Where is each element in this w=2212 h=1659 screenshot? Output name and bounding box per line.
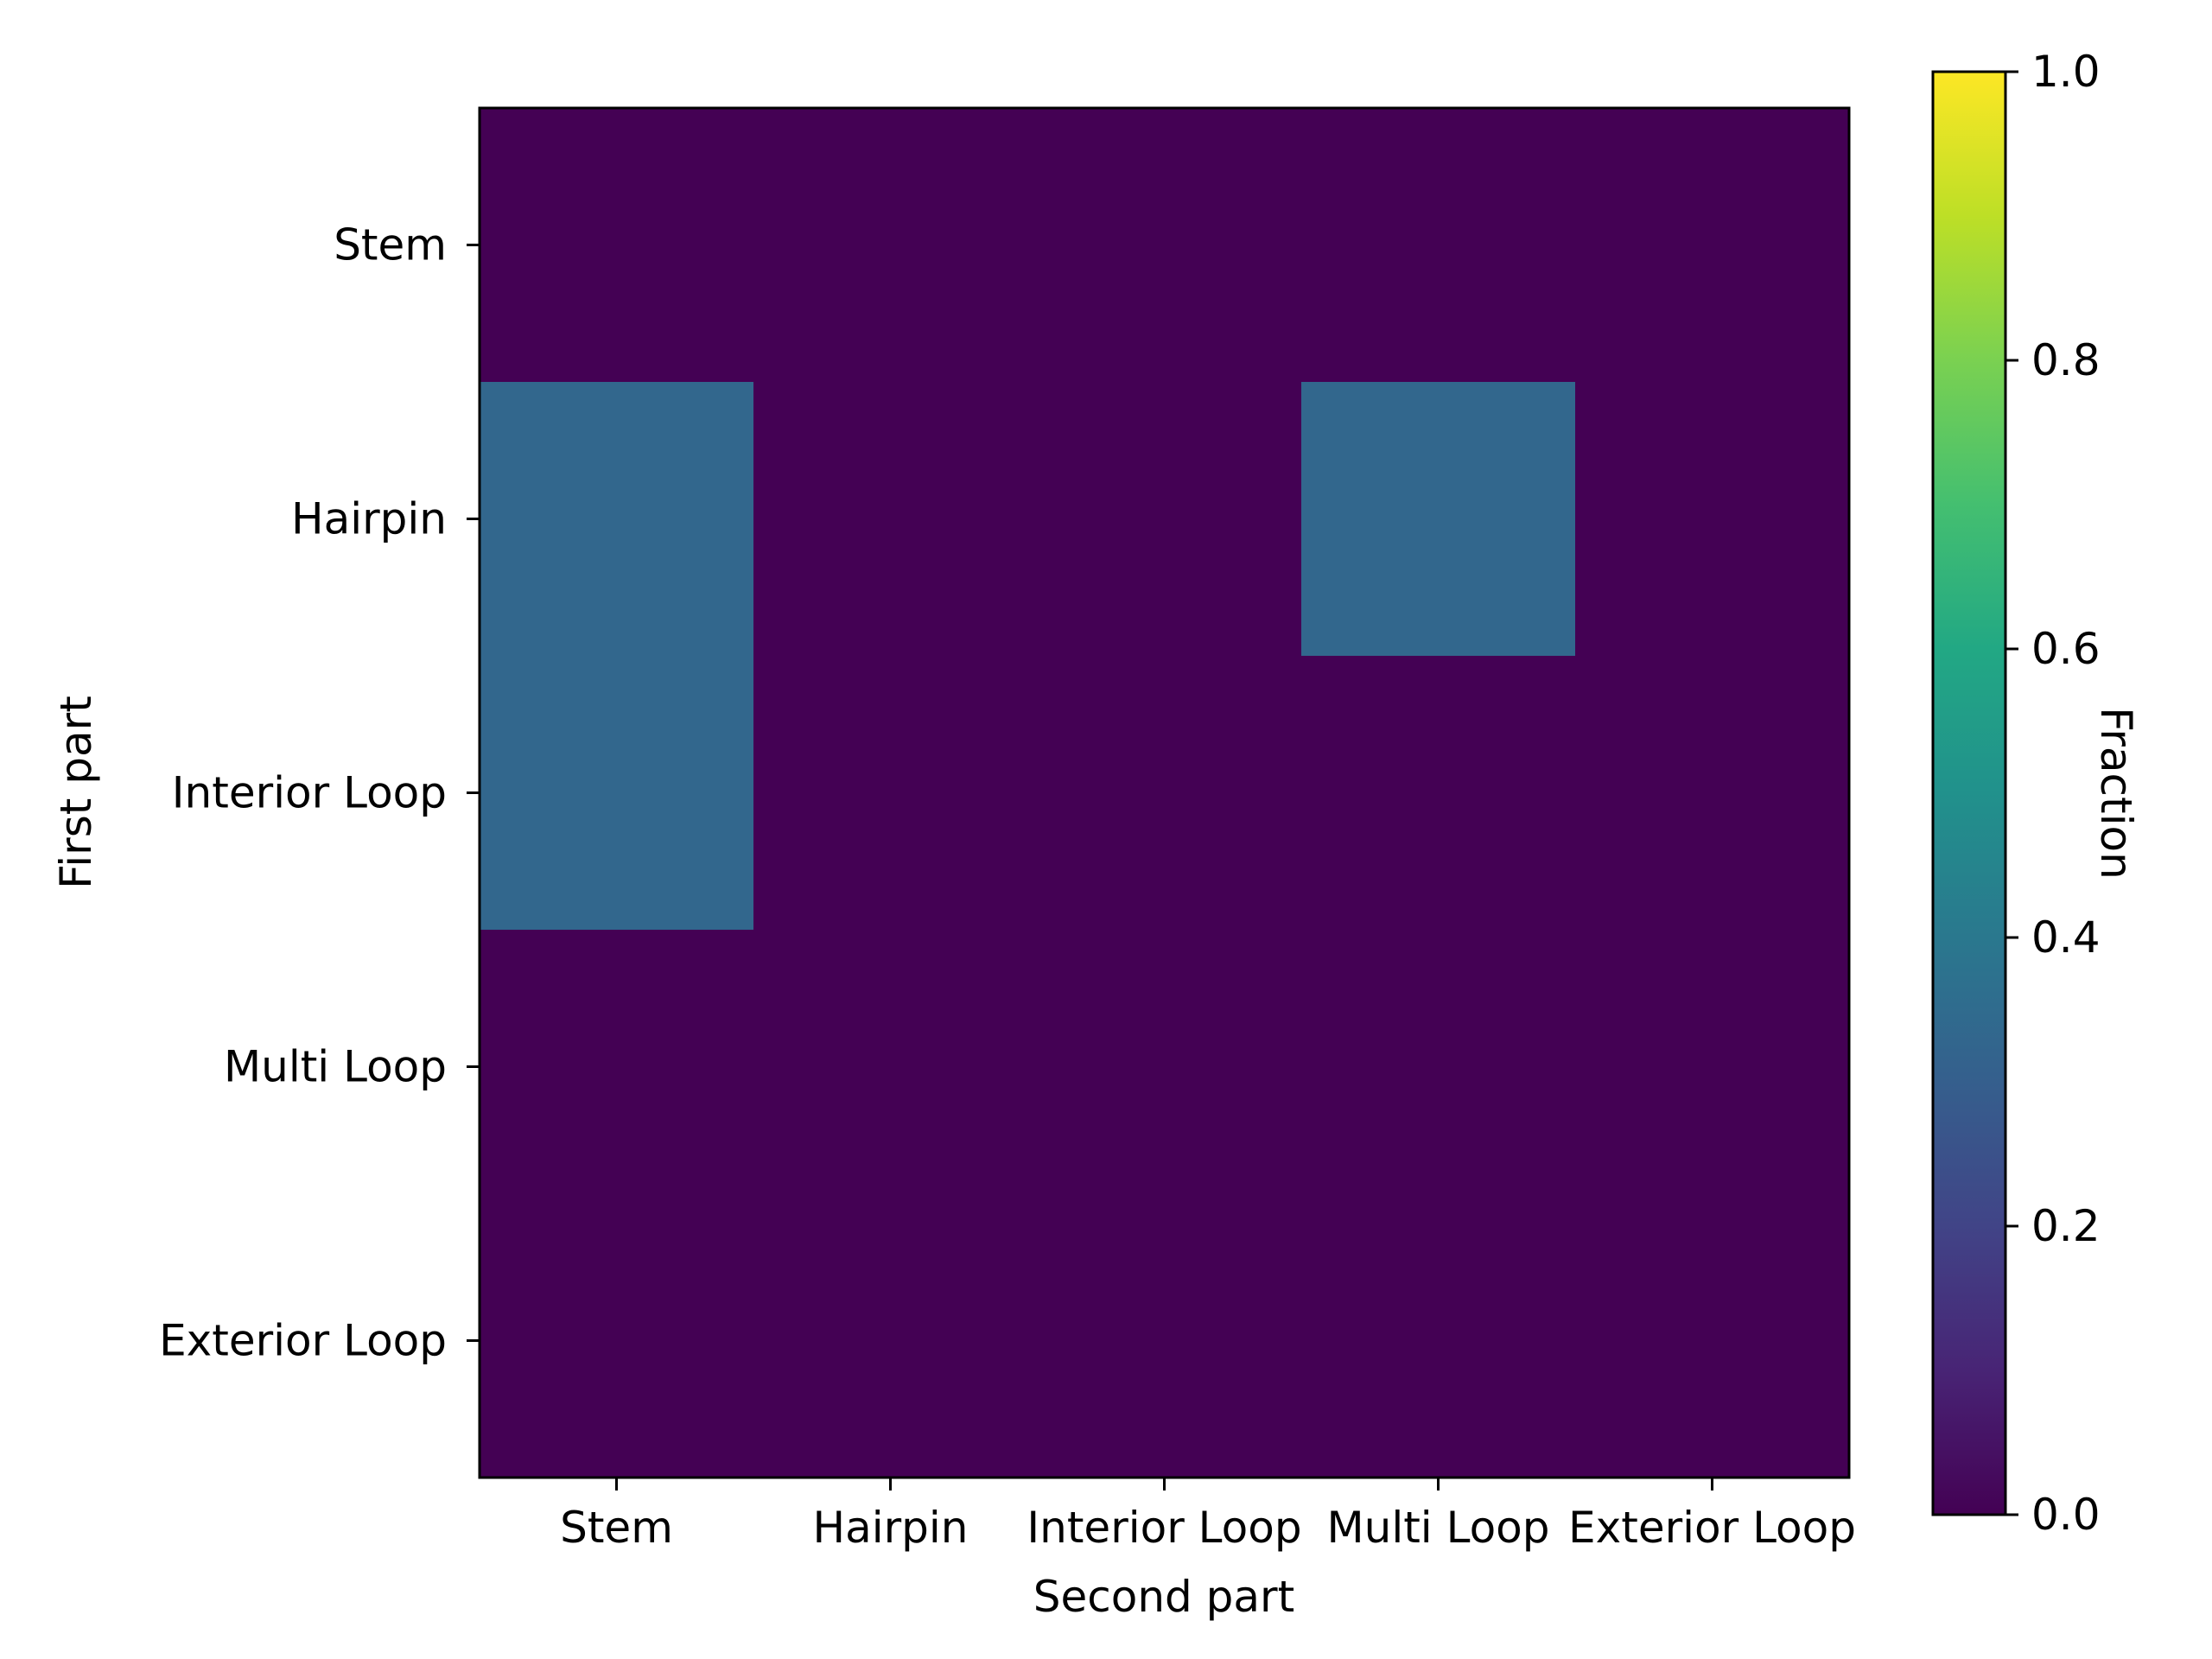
colorbar-title: Fraction	[2091, 707, 2141, 880]
heatmap-cell	[753, 930, 1028, 1205]
heatmap-cell	[1575, 656, 1850, 931]
colorbar-tick-label: 0.8	[2031, 335, 2101, 385]
heatmap-cell	[753, 108, 1028, 383]
heatmap-cell	[1301, 656, 1576, 931]
heatmap-cell	[1027, 108, 1302, 383]
x-tick-label: Stem	[560, 1503, 673, 1553]
heatmap-cell	[1575, 382, 1850, 657]
heatmap-cell	[753, 1204, 1028, 1478]
y-tick-label: Interior Loop	[172, 768, 447, 818]
heatmap-cell	[1027, 656, 1302, 931]
heatmap-cell	[1575, 1204, 1850, 1478]
colorbar-tick-label: 0.4	[2031, 912, 2101, 963]
heatmap-cell	[480, 656, 754, 931]
heatmap-cell	[1027, 382, 1302, 657]
x-tick-label: Multi Loop	[1326, 1503, 1549, 1553]
x-tick-label: Exterior Loop	[1568, 1503, 1856, 1553]
colorbar-tick-label: 1.0	[2031, 47, 2101, 97]
y-tick-label: Hairpin	[291, 494, 447, 544]
heatmap-cell	[1301, 382, 1576, 657]
colorbar-tick-label: 0.0	[2031, 1490, 2101, 1540]
heatmap-cell	[753, 656, 1028, 931]
heatmap-cell	[1575, 930, 1850, 1205]
heatmap-cell	[480, 108, 754, 383]
y-axis-title: First part	[51, 696, 101, 889]
y-tick-label: Multi Loop	[224, 1042, 447, 1092]
heatmap-cell	[1027, 930, 1302, 1205]
heatmap-cell	[1301, 930, 1576, 1205]
heatmap-cell	[480, 930, 754, 1205]
y-tick-label: Stem	[334, 220, 447, 270]
heatmap-cell	[1301, 108, 1576, 383]
y-tick-label: Exterior Loop	[159, 1316, 447, 1366]
heatmap-cell	[1575, 108, 1850, 383]
x-axis-title: Second part	[1033, 1572, 1294, 1622]
heatmap-cell	[480, 1204, 754, 1478]
x-tick-label: Hairpin	[812, 1503, 968, 1553]
heatmap-cell	[1301, 1204, 1576, 1478]
colorbar-tick-label: 0.6	[2031, 624, 2101, 674]
heatmap-cell	[480, 382, 754, 657]
colorbar: 0.0 0.2 0.4 0.6 0.8 1.0	[1931, 47, 2101, 1540]
heatmap-cell	[1027, 1204, 1302, 1478]
heatmap-cell	[753, 382, 1028, 657]
axis-ticks: Stem Hairpin Interior Loop Multi Loop Exteri…	[159, 220, 1856, 1554]
x-tick-label: Interior Loop	[1027, 1503, 1301, 1553]
colorbar-tick-label: 0.2	[2031, 1201, 2101, 1251]
colorbar-gradient	[1931, 70, 2007, 1516]
heatmap-cells	[480, 108, 1850, 1478]
